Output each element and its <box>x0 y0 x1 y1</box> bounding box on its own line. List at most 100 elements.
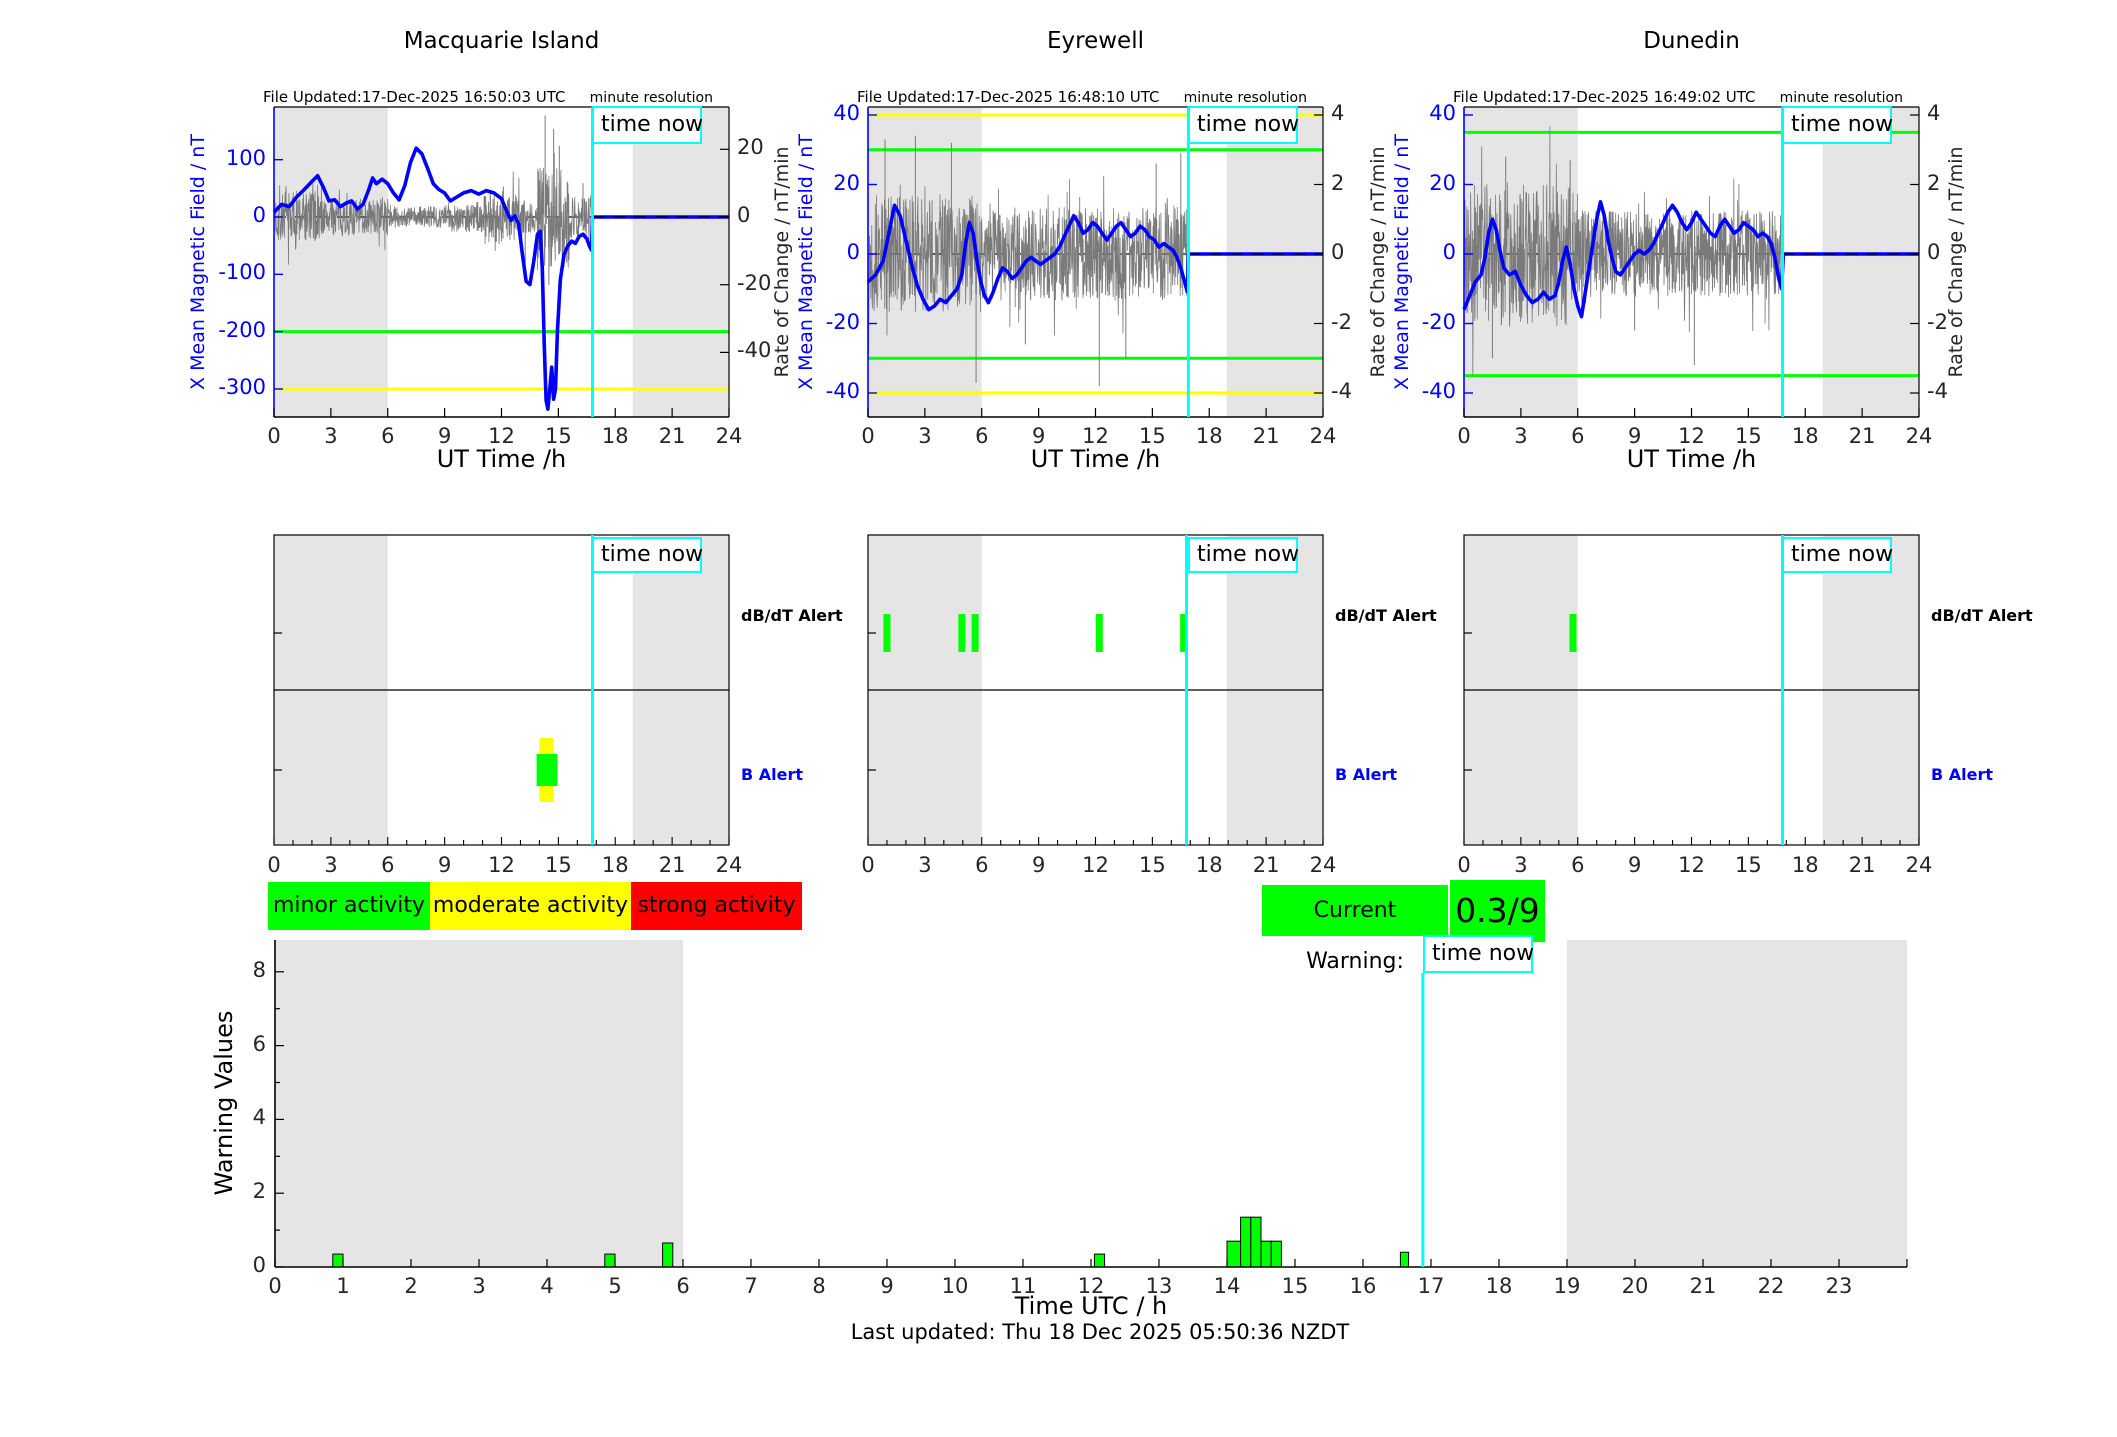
panel-x-tick-label: 12 <box>1678 853 1705 877</box>
panel-x-tick-label: 6 <box>381 853 395 877</box>
current-warning-value: 0.3/9 <box>1450 880 1545 942</box>
right-y-tick-label: 4 <box>1927 101 1941 125</box>
panel-x-tick-label: 24 <box>1309 853 1337 877</box>
panel-x-tick-label: 3 <box>918 853 932 877</box>
b-alert-label: B Alert <box>741 765 804 784</box>
panel-x-tick-label: 0 <box>1457 853 1471 877</box>
left-y-tick-label: 0 <box>1442 240 1456 264</box>
panel-x-tick-label: 15 <box>1735 853 1762 877</box>
right-y-tick-label: -2 <box>1331 309 1352 334</box>
bottom-x-tick-label: 13 <box>1145 1274 1173 1298</box>
left-y-tick-label: 0 <box>846 240 860 264</box>
left-y-tick-label: 0 <box>252 203 266 227</box>
bottom-y-tick-label: 2 <box>252 1179 266 1204</box>
x-tick-label: 0 <box>267 424 281 448</box>
right-y-tick-label: -2 <box>1927 309 1948 334</box>
panel-x-tick-label: 24 <box>715 853 743 877</box>
bottom-x-tick-label: 11 <box>1009 1274 1037 1298</box>
x-tick-label: 9 <box>437 424 452 448</box>
x-tick-label: 18 <box>1195 424 1223 448</box>
bottom-x-tick-label: 18 <box>1485 1274 1513 1298</box>
time-now-flag: time now <box>1188 106 1299 144</box>
x-tick-label: 0 <box>861 424 875 448</box>
left-y-tick-label: -40 <box>825 379 860 403</box>
x-tick-label: 15 <box>1139 424 1166 448</box>
x-tick-label: 6 <box>381 424 395 448</box>
panel-x-tick-label: 0 <box>861 853 875 877</box>
legend-strong-activity: strong activity <box>631 882 802 930</box>
x-tick-label: 9 <box>1627 424 1642 448</box>
right-y-tick-label: 0 <box>737 203 751 227</box>
right-y-tick-label: -4 <box>1927 379 1948 403</box>
bottom-x-tick-label: 8 <box>812 1274 826 1298</box>
panel-x-tick-label: 21 <box>1252 853 1280 877</box>
x-tick-label: 0 <box>1457 424 1471 448</box>
minute-resolution-label: minute resolution <box>1779 90 1903 106</box>
left-y-tick-label: -100 <box>218 260 266 285</box>
bottom-x-tick-label: 9 <box>880 1274 894 1298</box>
x-tick-label: 15 <box>1735 424 1762 448</box>
chart-title-eyrewell: Eyrewell <box>1047 28 1144 54</box>
panel-x-tick-label: 12 <box>488 853 515 877</box>
x-tick-label: 24 <box>715 424 743 448</box>
bottom-x-tick-label: 1 <box>336 1274 350 1298</box>
right-y-tick-label: 4 <box>1331 101 1345 125</box>
x-axis-label-eyrewell: UT Time /h <box>1030 445 1161 473</box>
file-updated-macquarie: File Updated:17-Dec-2025 16:50:03 UTC <box>263 88 566 106</box>
left-y-tick-label: 20 <box>1429 170 1456 195</box>
left-y-tick-label: -40 <box>1421 379 1456 403</box>
x-tick-label: 6 <box>1571 424 1585 448</box>
y-axis-label-field-macquarie: X Mean Magnetic Field / nT <box>187 134 209 390</box>
bottom-x-tick-label: 0 <box>268 1274 282 1298</box>
bottom-x-tick-label: 6 <box>676 1274 690 1298</box>
bottom-y-tick-label: 6 <box>252 1031 266 1056</box>
panel-x-tick-label: 3 <box>1514 853 1528 877</box>
x-tick-label: 3 <box>324 424 338 448</box>
panel-x-tick-label: 21 <box>658 853 686 877</box>
minute-resolution-label: minute resolution <box>589 90 713 106</box>
bottom-x-tick-label: 5 <box>608 1274 622 1298</box>
left-y-tick-label: 40 <box>1429 101 1456 125</box>
panel-x-tick-label: 18 <box>601 853 629 877</box>
left-y-tick-label: -20 <box>825 309 860 334</box>
legend-moderate-activity: moderate activity <box>430 882 631 930</box>
right-y-tick-label: 0 <box>1927 240 1941 264</box>
x-tick-label: 9 <box>1031 424 1046 448</box>
current-warning-label: Current Warning: <box>1262 885 1448 974</box>
x-tick-label: 3 <box>1514 424 1528 448</box>
bottom-x-tick-label: 17 <box>1417 1274 1445 1298</box>
panel-x-tick-label: 18 <box>1791 853 1819 877</box>
right-y-tick-label: 0 <box>1331 240 1345 264</box>
bottom-x-tick-label: 22 <box>1757 1274 1785 1298</box>
chart-title-dunedin: Dunedin <box>1643 28 1740 54</box>
time-now-flag: time now <box>1188 537 1299 573</box>
x-tick-label: 24 <box>1905 424 1933 448</box>
file-updated-dunedin: File Updated:17-Dec-2025 16:49:02 UTC <box>1453 88 1756 106</box>
b-alert-label: B Alert <box>1931 765 1994 784</box>
bottom-x-tick-label: 16 <box>1349 1274 1377 1298</box>
right-y-tick-label: 20 <box>737 135 764 160</box>
x-tick-label: 18 <box>1791 424 1819 448</box>
bottom-x-tick-label: 2 <box>404 1274 418 1298</box>
bottom-x-tick-label: 3 <box>472 1274 486 1298</box>
time-utc-axis-label: Time UTC / h <box>1014 1292 1168 1320</box>
bottom-x-tick-label: 23 <box>1825 1274 1853 1298</box>
x-tick-label: 12 <box>488 424 515 448</box>
bottom-x-tick-label: 19 <box>1553 1274 1581 1298</box>
right-y-tick-label: -20 <box>737 270 772 295</box>
panel-x-tick-label: 9 <box>1031 853 1046 877</box>
time-now-flag: time now <box>592 537 703 573</box>
left-y-tick-label: -200 <box>218 317 266 342</box>
panel-x-tick-label: 6 <box>975 853 989 877</box>
panel-x-tick-label: 3 <box>324 853 338 877</box>
left-y-tick-label: -20 <box>1421 309 1456 334</box>
last-updated-text: Last updated: Thu 18 Dec 2025 05:50:36 N… <box>850 1320 1350 1344</box>
x-tick-label: 21 <box>1848 424 1876 448</box>
panel-x-tick-label: 0 <box>267 853 281 877</box>
x-tick-label: 12 <box>1678 424 1705 448</box>
right-y-tick-label: -4 <box>1331 379 1352 403</box>
bottom-x-tick-label: 4 <box>540 1274 554 1298</box>
time-now-flag: time now <box>1782 537 1893 573</box>
bottom-x-tick-label: 7 <box>744 1274 758 1298</box>
